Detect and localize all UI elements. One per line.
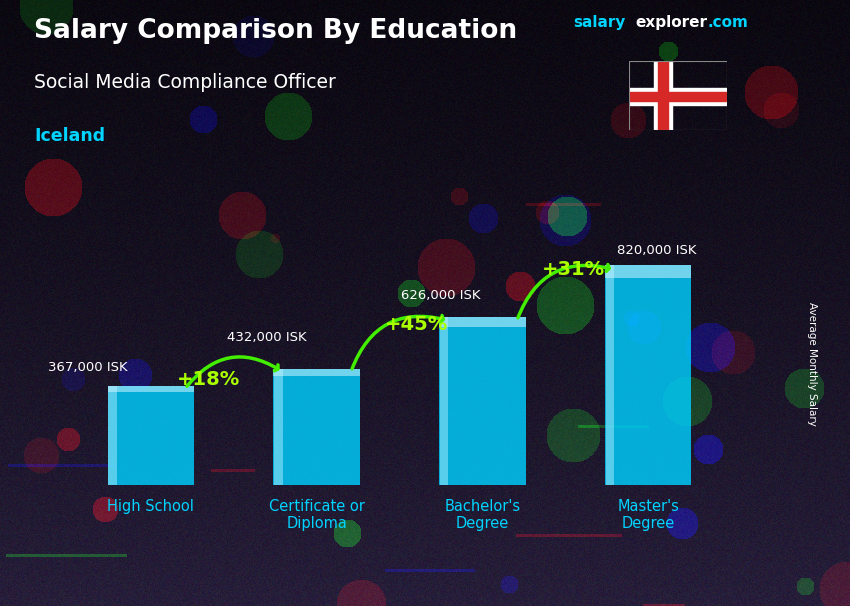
Bar (605, 265, 691, 278)
Bar (658, 61, 668, 130)
Bar (605, 265, 691, 485)
Bar (439, 317, 525, 485)
Bar (439, 317, 525, 327)
Text: 626,000 ISK: 626,000 ISK (401, 289, 481, 302)
Text: explorer: explorer (635, 15, 707, 30)
Text: +18%: +18% (177, 370, 241, 389)
Bar (606, 265, 615, 485)
Text: +45%: +45% (384, 315, 448, 334)
Bar (629, 88, 727, 105)
Text: Average Monthly Salary: Average Monthly Salary (807, 302, 817, 425)
Bar (274, 369, 360, 485)
Text: +31%: +31% (542, 261, 605, 279)
Text: Social Media Compliance Officer: Social Media Compliance Officer (34, 73, 336, 92)
Bar (629, 92, 727, 101)
Bar (109, 387, 116, 485)
Text: .com: .com (707, 15, 748, 30)
Text: salary: salary (574, 15, 626, 30)
Bar (440, 317, 449, 485)
Text: Iceland: Iceland (34, 127, 105, 145)
Bar (654, 61, 672, 130)
Bar (108, 387, 194, 392)
Bar (108, 387, 194, 485)
Text: 367,000 ISK: 367,000 ISK (48, 361, 128, 374)
Bar (275, 369, 282, 485)
Bar (274, 369, 360, 376)
Text: Salary Comparison By Education: Salary Comparison By Education (34, 18, 517, 44)
Text: 820,000 ISK: 820,000 ISK (617, 244, 696, 258)
Text: 432,000 ISK: 432,000 ISK (227, 331, 307, 344)
